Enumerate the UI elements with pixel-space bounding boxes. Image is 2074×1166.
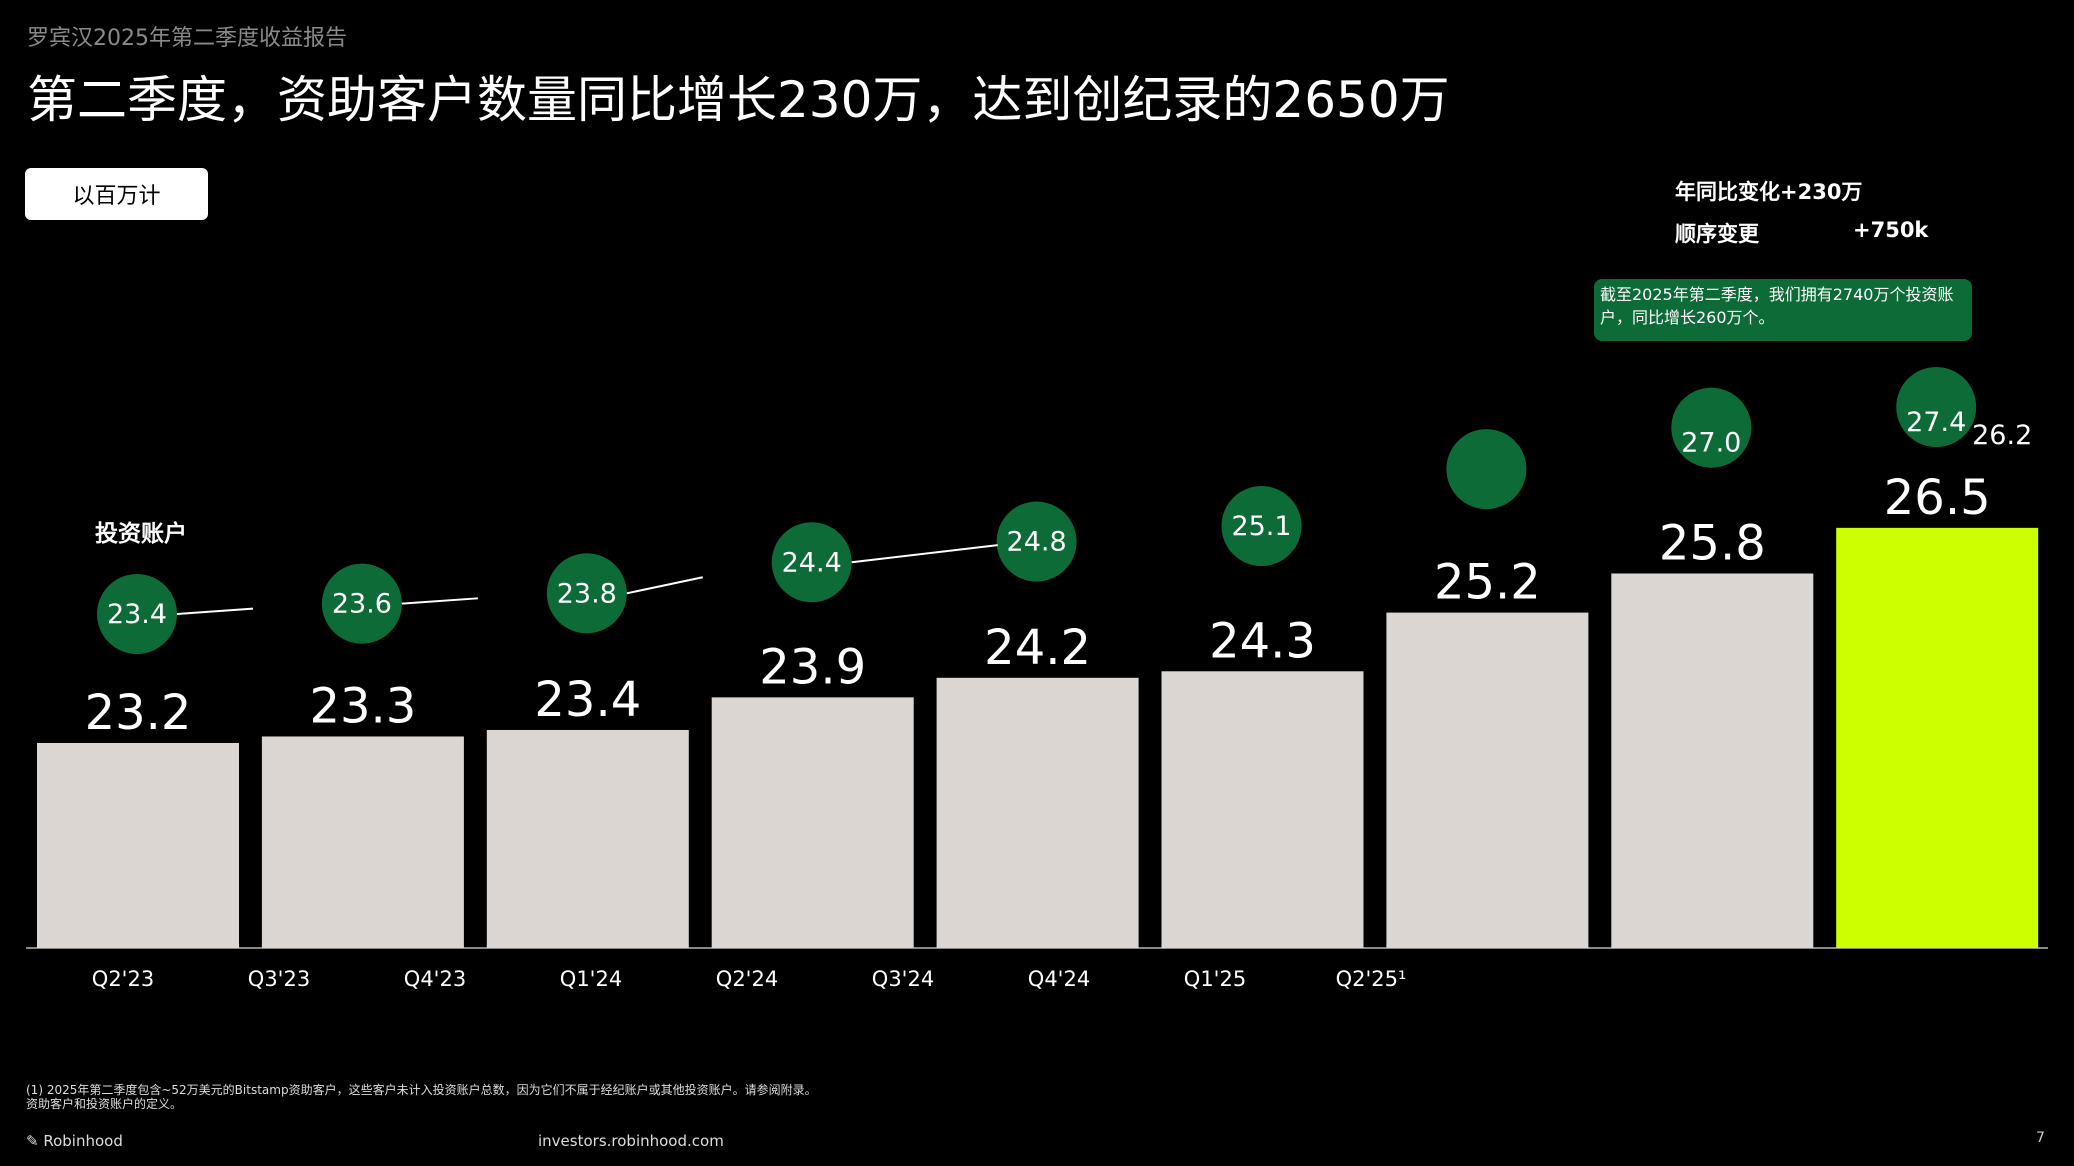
account-value-label: 27.4 [1906, 407, 1966, 438]
page-number: 7 [2036, 1130, 2045, 1146]
account-value-label: 25.1 [1231, 511, 1291, 542]
account-marker [1446, 429, 1527, 510]
brand-name: Robinhood [43, 1132, 123, 1150]
feather-icon: ✎ [26, 1132, 39, 1150]
x-tick-label: Q2'25¹ [1336, 967, 1407, 991]
footnote-line: (1) 2025年第二季度包含~52万美元的Bitstamp资助客户，这些客户未… [26, 1083, 817, 1097]
account-marker [771, 522, 852, 603]
bar-value-label: 24.3 [1209, 613, 1316, 669]
account-marker [1896, 367, 1977, 447]
callout-box: 截至2025年第二季度，我们拥有2740万个投资账户，同比增长260万个。 [1594, 279, 1972, 341]
account-marker [996, 501, 1077, 582]
account-value-label: 23.6 [332, 589, 392, 620]
extra-value-label: 26.2 [1972, 420, 2032, 451]
yoy-change: 年同比变化+230万 [1675, 180, 1863, 204]
bar [936, 677, 1139, 948]
x-tick-label: Q4'24 [1028, 967, 1090, 991]
x-tick-label: Q3'24 [872, 967, 934, 991]
x-tick-label: Q2'24 [716, 967, 778, 991]
connector-line [851, 544, 998, 564]
account-value-label: 24.8 [1007, 527, 1067, 558]
bar-value-label: 25.8 [1659, 515, 1766, 571]
account-value-label: 27.0 [1681, 428, 1741, 459]
bar [1836, 527, 2039, 948]
connector-line [176, 607, 254, 615]
account-value-label: 23.8 [557, 578, 617, 609]
bar [261, 736, 464, 948]
account-marker [1671, 387, 1752, 468]
account-value-label: 24.4 [782, 547, 842, 578]
bar-value-label: 23.4 [534, 672, 641, 728]
bar [486, 729, 689, 948]
series-label: 投资账户 [95, 521, 187, 547]
bar [1611, 573, 1814, 948]
connector-line [401, 597, 478, 605]
footer-url[interactable]: investors.robinhood.com [538, 1132, 724, 1150]
x-tick-label: Q3'23 [248, 967, 310, 991]
account-marker [546, 553, 627, 634]
bar [1161, 671, 1364, 948]
x-tick-label: Q4'23 [404, 967, 466, 991]
brand-logo: ✎ Robinhood [26, 1132, 123, 1150]
bar-value-label: 23.9 [759, 639, 866, 695]
sequential-value: +750k [1853, 218, 1929, 242]
footnote-line: 资助客户和投资账户的定义。 [26, 1097, 183, 1111]
connector-line [626, 576, 704, 595]
footnote: (1) 2025年第二季度包含~52万美元的Bitstamp资助客户，这些客户未… [26, 1083, 817, 1111]
account-value-label: 23.4 [107, 599, 167, 630]
account-marker [321, 563, 402, 644]
account-marker [97, 574, 177, 654]
sequential-label: 顺序变更 [1675, 222, 1759, 246]
bar [711, 697, 914, 948]
bar-value-label: 25.2 [1434, 555, 1541, 611]
bar-value-label: 24.2 [984, 620, 1091, 676]
bar-value-label: 26.5 [1884, 470, 1991, 526]
report-subtitle: 罗宾汉2025年第二季度收益报告 [27, 26, 347, 51]
page-title: 第二季度，资助客户数量同比增长230万，达到创纪录的2650万 [27, 71, 1450, 129]
account-marker [1221, 486, 1302, 567]
bar [1386, 612, 1589, 948]
x-tick-label: Q1'25 [1184, 967, 1246, 991]
x-tick-label: Q1'24 [560, 967, 622, 991]
bar-value-label: 23.3 [309, 678, 416, 734]
bar [37, 743, 239, 948]
bar-value-label: 23.2 [85, 685, 192, 741]
unit-button[interactable]: 以百万计 [25, 168, 208, 220]
x-tick-label: Q2'23 [92, 967, 154, 991]
